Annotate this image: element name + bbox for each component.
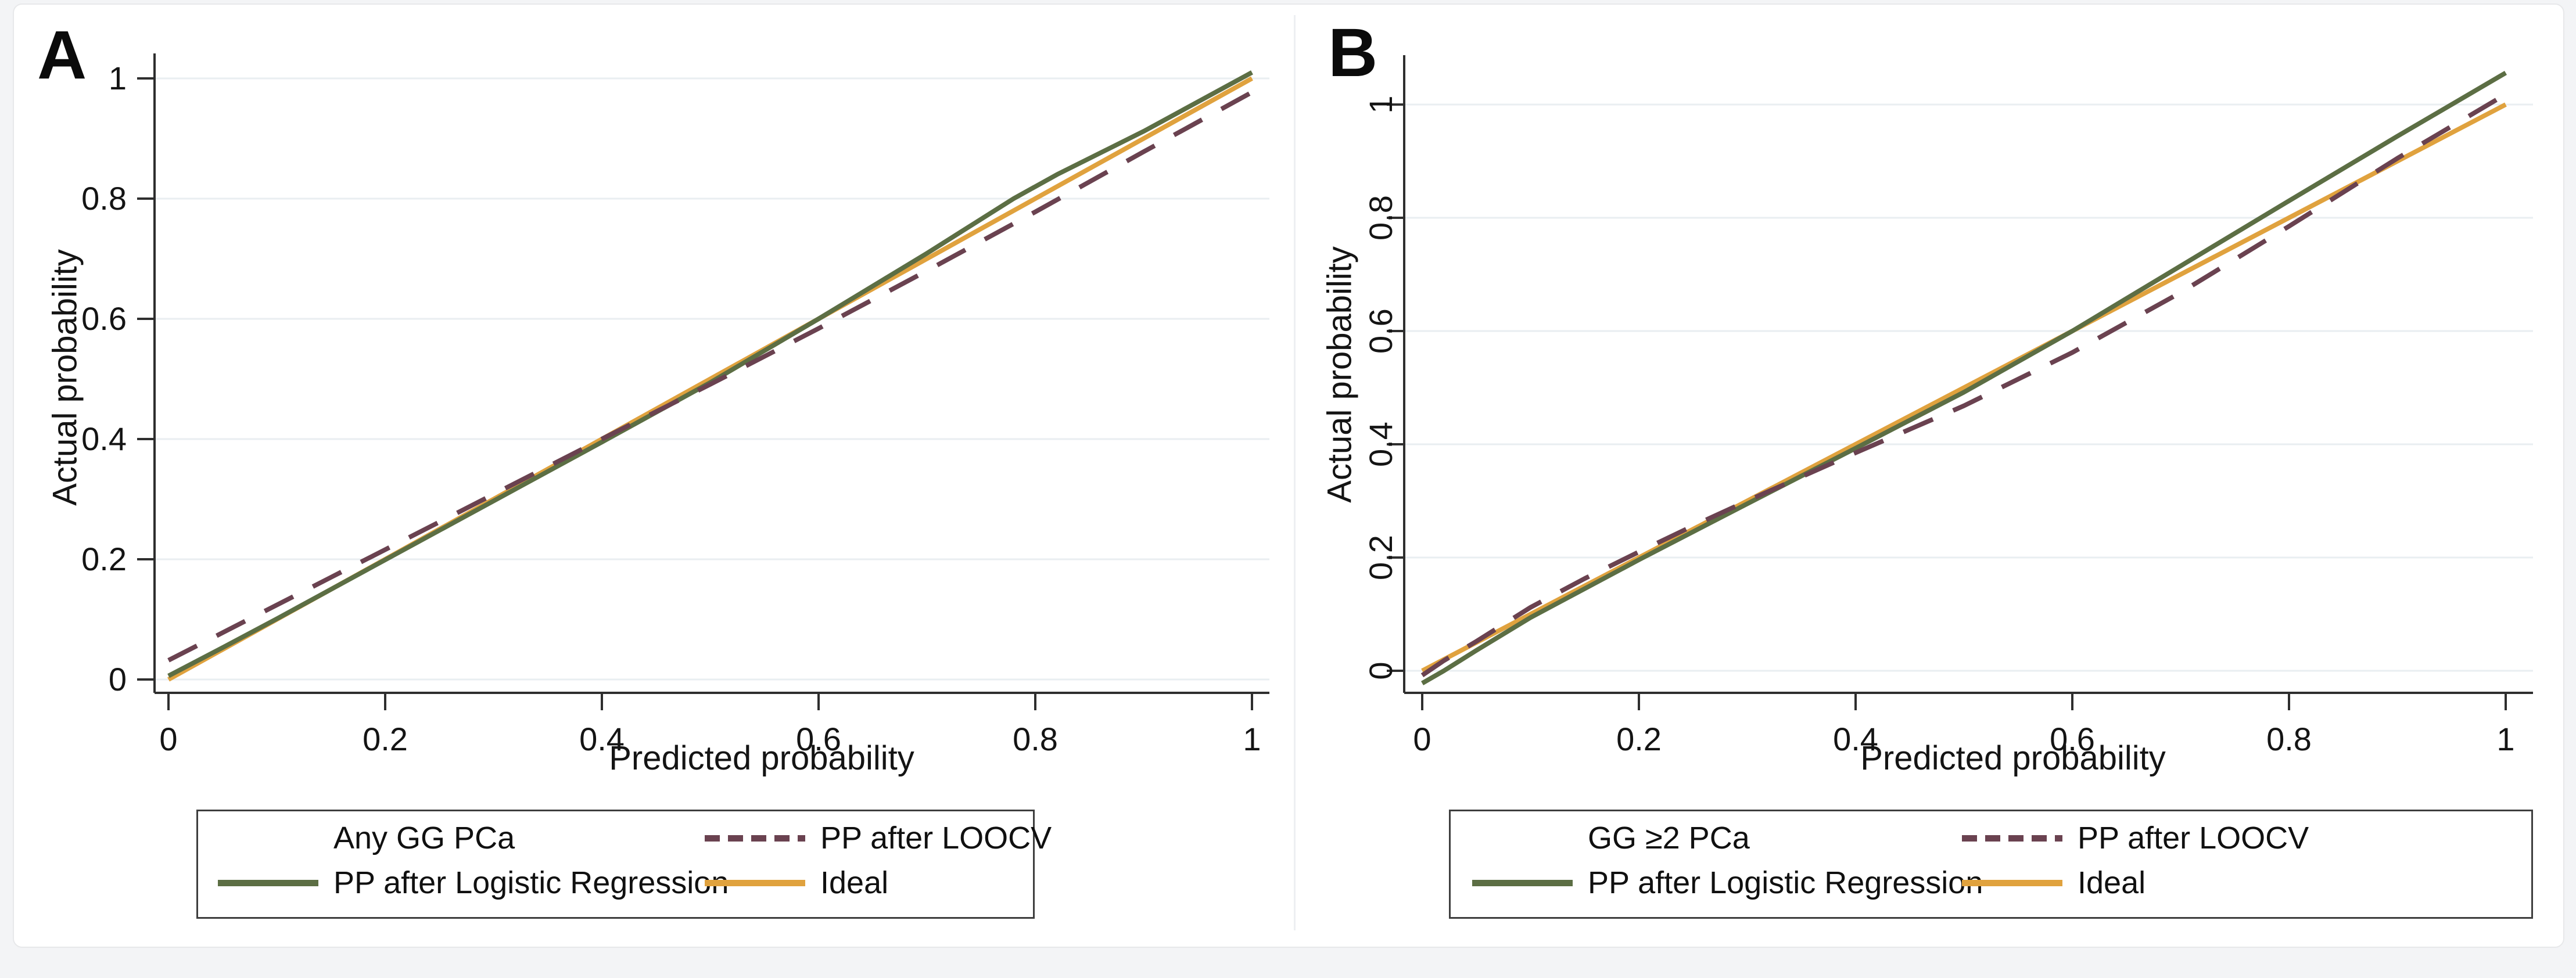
- legend-entry: PP after LOOCV: [1962, 818, 2309, 858]
- y-tick-label: 0.4: [1362, 422, 1399, 467]
- legend-label-ideal: Ideal: [820, 865, 889, 900]
- legend-entry: Ideal: [1962, 862, 2146, 903]
- panel-b-legend: GG ≥2 PCa PP after LOOCV PP after Logist…: [1449, 810, 2533, 919]
- y-tick-label: 0.6: [1362, 308, 1399, 354]
- x-tick-label: 0.6: [796, 721, 841, 757]
- logistic-line-swatch: [1472, 879, 1573, 886]
- y-tick-label: 1: [109, 60, 127, 96]
- y-tick-label: 0.2: [1362, 535, 1399, 580]
- panel-a-label: A: [37, 17, 87, 94]
- plot-area-A: 0 0.2 0.4 0.6 0.8 1 0 0.2 0.4 0.6 0.8 1: [81, 53, 1269, 757]
- calibration-figure-card: [13, 3, 2564, 948]
- y-tick-label: 1: [1362, 95, 1399, 113]
- ideal-line-swatch: [1962, 879, 2062, 886]
- legend-entry: PP after LOOCV: [705, 818, 1052, 858]
- curve-pp-after-logistic-regression: [167, 70, 1253, 678]
- x-tick-label: 0.2: [1616, 721, 1662, 757]
- curve-ideal: [1421, 102, 2507, 673]
- panel-divider: [1294, 15, 1296, 930]
- loocv-dash-swatch: [705, 835, 805, 842]
- y-tick-label: 0: [1362, 661, 1399, 679]
- curve-pp-after-loocv: [1420, 92, 2507, 678]
- x-tick-label: 1: [1243, 721, 1261, 757]
- panel-a-y-axis-title: Actual probability: [46, 249, 84, 506]
- ideal-line-swatch: [705, 879, 805, 886]
- legend-label-outcome: Any GG PCa: [333, 821, 515, 855]
- panel-a-legend: Any GG PCa PP after LOOCV PP after Logis…: [196, 810, 1052, 919]
- y-tick-label: 0.8: [1362, 195, 1399, 240]
- legend-entry: Ideal: [705, 862, 888, 903]
- x-tick-label: 0: [1413, 721, 1431, 757]
- x-tick-label: 0.6: [2050, 721, 2095, 757]
- logistic-line-swatch: [218, 879, 318, 886]
- legend-entry: GG ≥2 PCa: [1472, 818, 1750, 858]
- legend-label-logistic: PP after Logistic Regression: [333, 865, 729, 900]
- x-tick-label: 0.4: [579, 721, 625, 757]
- x-tick-label: 1: [2496, 721, 2514, 757]
- x-tick-label: 0.2: [363, 721, 408, 757]
- legend-label-loocv: PP after LOOCV: [2078, 821, 2309, 855]
- x-tick-label: 0: [159, 721, 177, 757]
- x-tick-label: 0.8: [1013, 721, 1058, 757]
- y-tick-label: 0.6: [81, 300, 127, 337]
- x-tick-label: 0.4: [1833, 721, 1878, 757]
- y-tick-label: 0: [109, 661, 127, 697]
- x-tick-label: 0.8: [2266, 721, 2312, 757]
- y-tick-label: 0.4: [81, 420, 127, 457]
- legend-entry: PP after Logistic Regression: [1472, 862, 1983, 903]
- panel-b-label: B: [1328, 15, 1378, 91]
- curve-pp-after-loocv: [167, 90, 1253, 663]
- legend-entry: PP after Logistic Regression: [218, 862, 729, 903]
- curve-pp-after-logistic-regression: [1421, 70, 2507, 685]
- legend-label-ideal: Ideal: [2078, 865, 2146, 900]
- panel-b-y-axis-title: Actual probability: [1321, 246, 1359, 503]
- y-tick-label: 0.2: [81, 541, 127, 577]
- legend-entry: Any GG PCa: [218, 818, 515, 858]
- y-tick-label: 0.8: [81, 180, 127, 217]
- panel-a-x-axis-title: Predicted probability: [609, 739, 914, 777]
- legend-label-logistic: PP after Logistic Regression: [1588, 865, 1983, 900]
- legend-label-outcome: GG ≥2 PCa: [1588, 821, 1750, 855]
- panel-b-x-axis-title: Predicted probability: [1860, 739, 2166, 777]
- plot-area-B: 0 0.2 0.4 0.6 0.8 1 0 0.2 0.4 0.6 0.8 1: [1362, 55, 2533, 757]
- loocv-dash-swatch: [1962, 835, 2062, 842]
- legend-label-loocv: PP after LOOCV: [820, 821, 1052, 855]
